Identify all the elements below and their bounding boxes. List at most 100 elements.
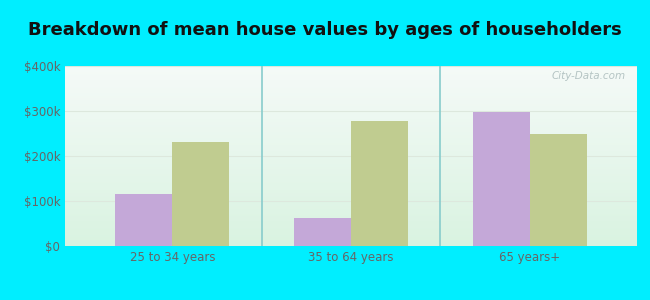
- Bar: [65, 100, 637, 101]
- Bar: [65, 223, 637, 224]
- Bar: [65, 76, 637, 77]
- Bar: [65, 90, 637, 91]
- Bar: [65, 172, 637, 173]
- Bar: [65, 84, 637, 85]
- Bar: [65, 147, 637, 148]
- Bar: [65, 128, 637, 129]
- Bar: [65, 122, 637, 123]
- Bar: [65, 67, 637, 68]
- Bar: [65, 96, 637, 97]
- Bar: [65, 143, 637, 144]
- Bar: [65, 170, 637, 171]
- Bar: [65, 221, 637, 222]
- Bar: [65, 192, 637, 193]
- Bar: [65, 104, 637, 105]
- Bar: [65, 136, 637, 137]
- Bar: [65, 229, 637, 230]
- Bar: [65, 240, 637, 241]
- Bar: [65, 93, 637, 94]
- Bar: [65, 86, 637, 87]
- Bar: [65, 227, 637, 228]
- Bar: [65, 241, 637, 242]
- Bar: [65, 77, 637, 78]
- Bar: [65, 158, 637, 159]
- Bar: [65, 177, 637, 178]
- Bar: [65, 237, 637, 238]
- Bar: [65, 222, 637, 223]
- Bar: [65, 68, 637, 69]
- Bar: [65, 205, 637, 206]
- Bar: [65, 243, 637, 244]
- Bar: [65, 154, 637, 155]
- Bar: [294, 218, 351, 246]
- Bar: [65, 190, 637, 191]
- Bar: [65, 125, 637, 126]
- Bar: [65, 238, 637, 239]
- Bar: [65, 230, 637, 231]
- Bar: [65, 244, 637, 245]
- Bar: [65, 213, 637, 214]
- Bar: [65, 188, 637, 189]
- Bar: [65, 245, 637, 246]
- Bar: [65, 103, 637, 104]
- Bar: [65, 236, 637, 237]
- Bar: [65, 210, 637, 211]
- Bar: [65, 224, 637, 225]
- Bar: [65, 218, 637, 219]
- Bar: [65, 186, 637, 187]
- Bar: [65, 142, 637, 143]
- Bar: [65, 82, 637, 83]
- Text: Breakdown of mean house values by ages of householders: Breakdown of mean house values by ages o…: [28, 21, 622, 39]
- Bar: [65, 217, 637, 218]
- Bar: [65, 179, 637, 180]
- Bar: [65, 137, 637, 138]
- Bar: [65, 75, 637, 76]
- Bar: [65, 105, 637, 106]
- Bar: [65, 146, 637, 147]
- Bar: [65, 178, 637, 179]
- Bar: [65, 206, 637, 207]
- Bar: [65, 193, 637, 194]
- Bar: [65, 124, 637, 125]
- Bar: [65, 74, 637, 75]
- Bar: [65, 169, 637, 170]
- Bar: [65, 126, 637, 127]
- Bar: [65, 215, 637, 216]
- Bar: [65, 139, 637, 140]
- Bar: [65, 95, 637, 96]
- Bar: [65, 226, 637, 227]
- Bar: [65, 202, 637, 203]
- Bar: [65, 120, 637, 121]
- Bar: [65, 118, 637, 119]
- Bar: [65, 132, 637, 133]
- Bar: [65, 80, 637, 81]
- Bar: [65, 197, 637, 198]
- Bar: [65, 181, 637, 182]
- Bar: [65, 102, 637, 103]
- Bar: [65, 89, 637, 90]
- Bar: [65, 112, 637, 113]
- Bar: [65, 157, 637, 158]
- Bar: [65, 107, 637, 108]
- Bar: [65, 152, 637, 153]
- Bar: [65, 144, 637, 145]
- Bar: [65, 200, 637, 201]
- Bar: [65, 173, 637, 174]
- Bar: [65, 180, 637, 181]
- Bar: [65, 199, 637, 200]
- Bar: [65, 159, 637, 160]
- Bar: [65, 100, 637, 101]
- Bar: [65, 121, 637, 122]
- Bar: [65, 127, 637, 128]
- Bar: [65, 129, 637, 130]
- Bar: [65, 220, 637, 221]
- Bar: [65, 163, 637, 164]
- Bar: [65, 208, 637, 209]
- Bar: [65, 185, 637, 186]
- Bar: [65, 140, 637, 141]
- Bar: [65, 167, 637, 168]
- Bar: [65, 156, 637, 157]
- Bar: [65, 201, 637, 202]
- Bar: [473, 112, 530, 246]
- Bar: [65, 106, 637, 107]
